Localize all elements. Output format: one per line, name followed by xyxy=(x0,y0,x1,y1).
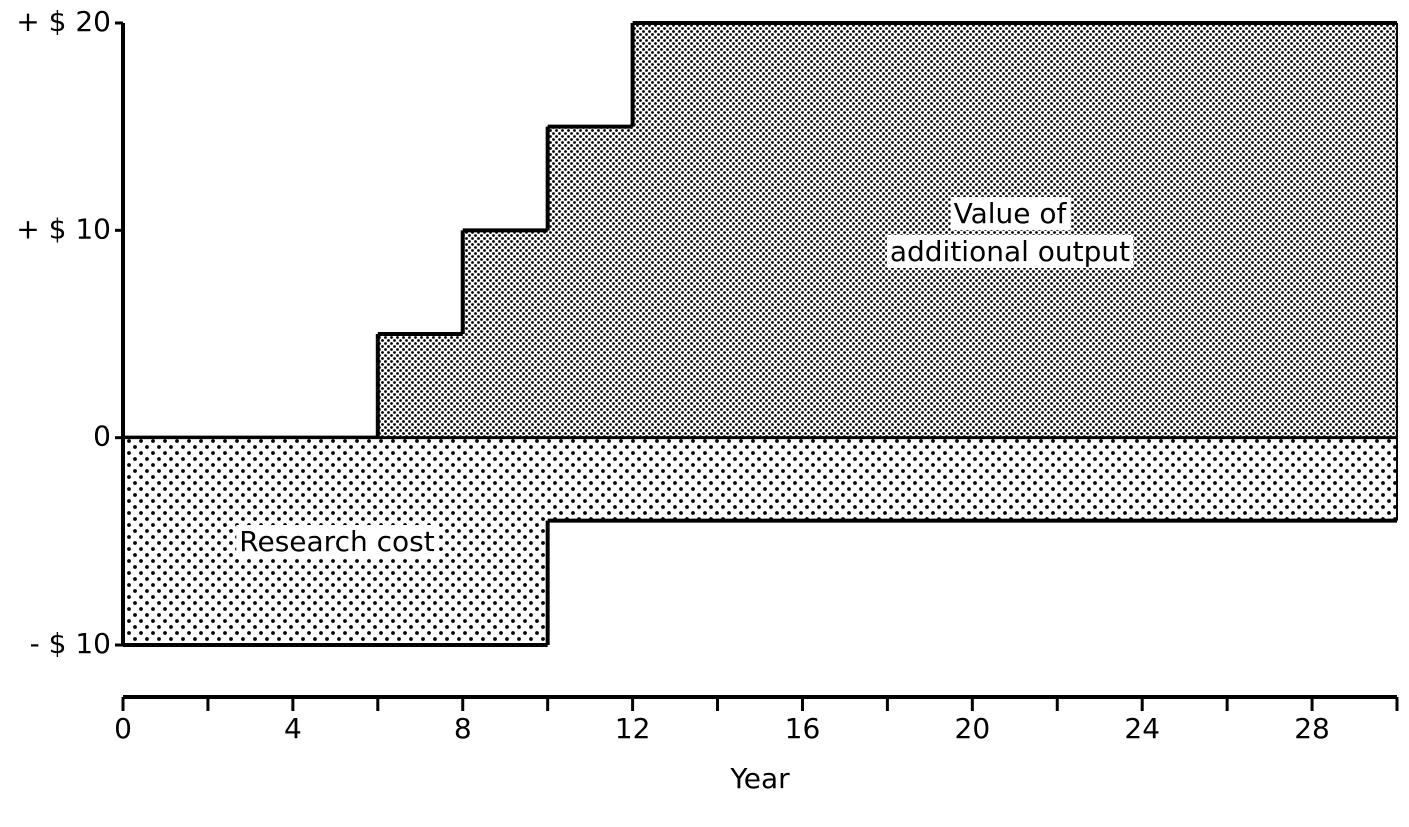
x-tick-label: 4 xyxy=(284,712,302,745)
x-tick-label: 0 xyxy=(114,712,132,745)
x-tick-label: 16 xyxy=(785,712,821,745)
y-tick-label: - $ 10 xyxy=(30,627,111,660)
x-tick-label: 8 xyxy=(454,712,472,745)
x-tick-label: 12 xyxy=(615,712,651,745)
label-background xyxy=(950,197,1071,230)
x-axis-label: Year xyxy=(729,762,790,795)
step-area xyxy=(462,230,548,438)
series xyxy=(123,21,1398,440)
x-tick-label: 24 xyxy=(1124,712,1160,745)
area-label: additional output xyxy=(890,235,1130,268)
label-background xyxy=(236,525,438,558)
area-label: Research cost xyxy=(239,525,434,558)
x-tick-label: 28 xyxy=(1294,712,1330,745)
y-tick-label: + $ 10 xyxy=(16,212,111,245)
label-background xyxy=(886,235,1134,268)
area-label: Value of xyxy=(954,197,1068,230)
step-area xyxy=(377,334,463,438)
y-tick-label: 0 xyxy=(93,420,111,453)
x-tick-label: 20 xyxy=(955,712,991,745)
series xyxy=(123,437,1398,647)
step-area xyxy=(547,126,633,438)
step-area xyxy=(632,23,1397,438)
y-tick-label: + $ 20 xyxy=(16,5,111,38)
step-area xyxy=(547,437,1397,521)
